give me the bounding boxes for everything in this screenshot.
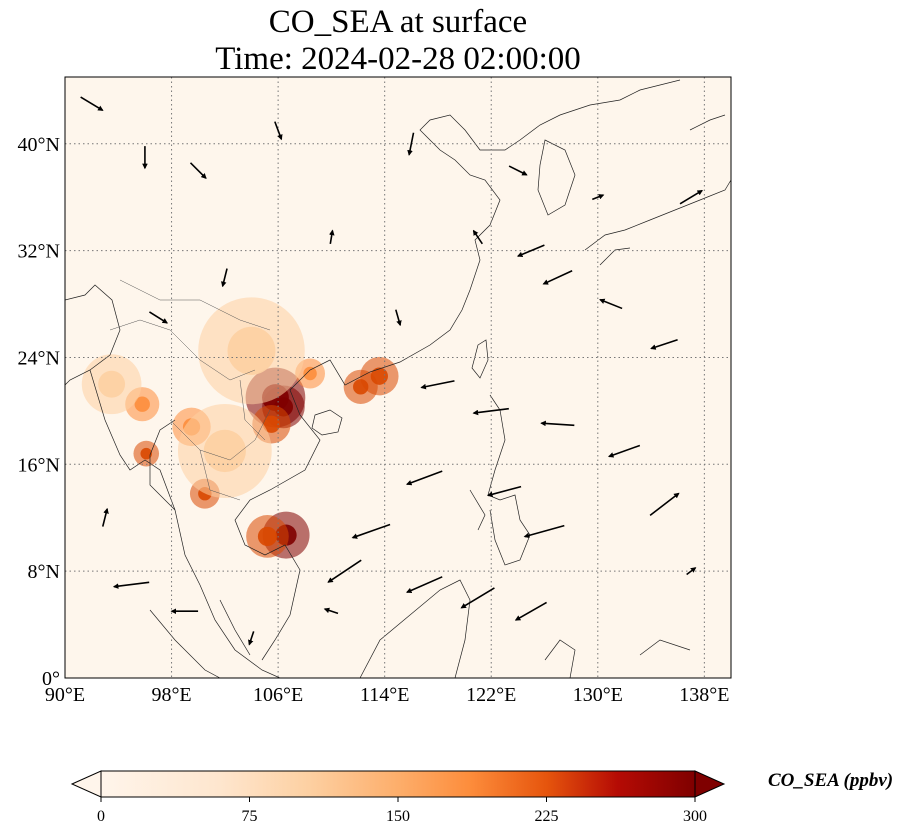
longitude-tick-label: 90°E bbox=[45, 684, 85, 706]
wind-arrow bbox=[405, 470, 443, 486]
longitude-tick-label: 106°E bbox=[253, 684, 303, 706]
latitude-tick-label: 0° bbox=[42, 668, 60, 690]
title-line-2: Time: 2024-02-28 02:00:00 bbox=[215, 41, 581, 77]
wind-arrow bbox=[274, 121, 283, 141]
colorbar-tick-label: 75 bbox=[242, 808, 258, 825]
concentration-hotspot-core bbox=[353, 379, 369, 395]
coastlines bbox=[65, 79, 731, 678]
colorbar-tick-label: 300 bbox=[683, 808, 707, 825]
wind-arrow bbox=[649, 492, 680, 517]
gridlines bbox=[65, 77, 731, 678]
wind-arrow bbox=[516, 244, 545, 257]
wind-arrow bbox=[101, 507, 109, 527]
wind-arrow bbox=[112, 581, 150, 589]
latitude-tick-label: 8°N bbox=[28, 561, 60, 583]
colorbar: 0 75 150 225 300 bbox=[70, 770, 726, 825]
wind-arrow bbox=[508, 165, 528, 176]
wind-arrow bbox=[514, 601, 547, 621]
wind-arrow bbox=[221, 268, 228, 288]
concentration-hotspot-core bbox=[257, 526, 278, 547]
wind-arrow bbox=[406, 576, 443, 593]
wind-arrow bbox=[329, 229, 335, 244]
concentration-hotspot-core bbox=[98, 370, 126, 398]
chart-title: CO_SEA at surface Time: 2024-02-28 02:00… bbox=[0, 4, 796, 78]
latitude-tick-label: 16°N bbox=[18, 454, 60, 476]
colorbar-gradient bbox=[100, 770, 696, 798]
concentration-hotspot-core bbox=[134, 396, 150, 412]
wind-arrow bbox=[523, 524, 565, 539]
axis-ticks: 90°E 98°E 106°E 114°E 122°E 130°E 138°E 0° 8°N 16… bbox=[18, 134, 730, 706]
wind-arrow bbox=[472, 407, 509, 416]
wind-arrow bbox=[599, 298, 623, 310]
longitude-tick-label: 138°E bbox=[679, 684, 729, 706]
wind-arrow bbox=[351, 523, 391, 539]
wind-arrow bbox=[80, 96, 104, 111]
colorbar-tick-label: 0 bbox=[97, 808, 105, 825]
wind-arrow bbox=[650, 338, 678, 350]
concentration-field bbox=[81, 297, 399, 559]
concentration-hotspot-core bbox=[227, 326, 276, 375]
concentration-hotspot-core bbox=[140, 447, 153, 460]
latitude-tick-label: 32°N bbox=[18, 241, 60, 263]
map-frame bbox=[64, 76, 732, 679]
wind-arrow bbox=[592, 194, 605, 201]
wind-arrow bbox=[542, 270, 573, 285]
title-line-1: CO_SEA at surface bbox=[268, 4, 528, 40]
latitude-tick-label: 40°N bbox=[18, 134, 60, 156]
wind-arrow bbox=[189, 162, 207, 179]
wind-arrow bbox=[323, 607, 339, 615]
wind-arrow bbox=[407, 132, 415, 156]
wind-arrow bbox=[420, 380, 455, 390]
wind-arrow bbox=[486, 485, 522, 497]
concentration-hotspot-core bbox=[303, 366, 317, 381]
longitude-tick-label: 98°E bbox=[151, 684, 191, 706]
wind-arrow bbox=[395, 309, 402, 327]
latitude-tick-label: 24°N bbox=[18, 347, 60, 369]
longitude-tick-label: 122°E bbox=[466, 684, 516, 706]
longitude-tick-label: 114°E bbox=[360, 684, 409, 706]
colorbar-tick-label: 150 bbox=[386, 808, 410, 825]
concentration-hotspot-core bbox=[262, 415, 281, 433]
wind-arrow bbox=[540, 420, 575, 427]
wind-arrow bbox=[607, 444, 641, 458]
concentration-hotspot-core bbox=[203, 429, 246, 473]
wind-arrow bbox=[679, 189, 704, 205]
colorbar-label: CO_SEA (ppbv) bbox=[768, 770, 894, 791]
wind-arrow bbox=[686, 567, 697, 576]
colorbar-max-extension bbox=[694, 770, 726, 798]
wind-arrow bbox=[248, 631, 255, 646]
wind-arrow bbox=[149, 311, 168, 324]
wind-arrow bbox=[460, 587, 495, 609]
wind-arrow bbox=[327, 559, 362, 583]
colorbar-min-extension bbox=[70, 770, 102, 798]
wind-arrow bbox=[472, 229, 483, 245]
longitude-tick-label: 130°E bbox=[573, 684, 623, 706]
colorbar-tick-label: 225 bbox=[535, 808, 559, 825]
wind-vectors bbox=[80, 96, 704, 646]
